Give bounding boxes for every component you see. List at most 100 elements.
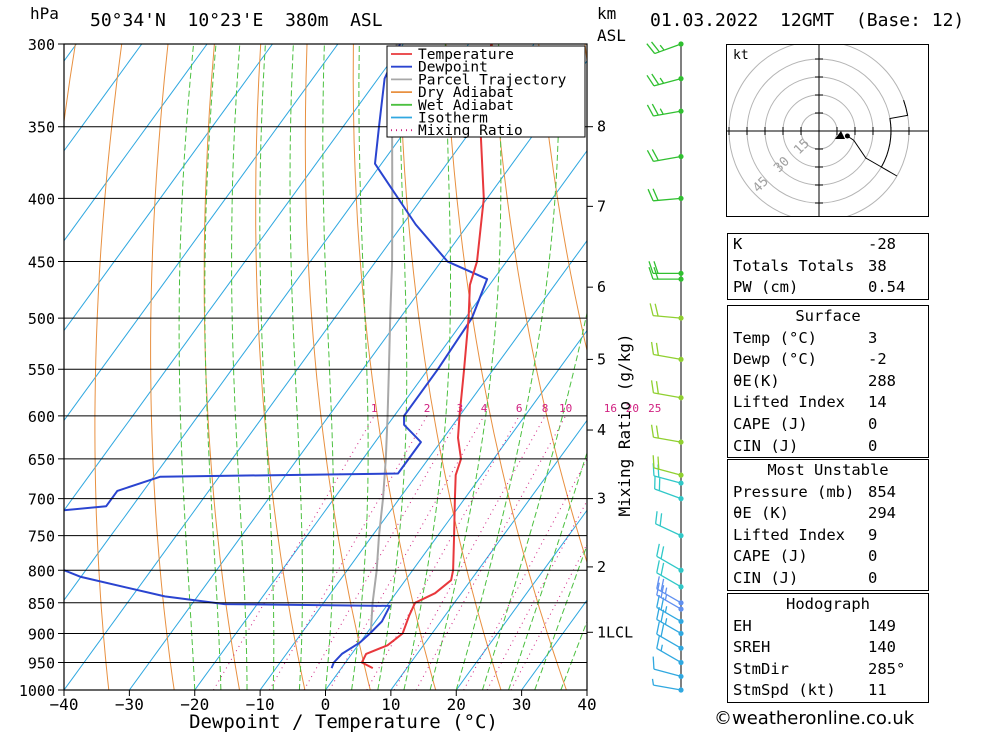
wind-barb xyxy=(648,266,684,282)
pressure-tick-label: 900 xyxy=(28,625,55,643)
isotherm-line xyxy=(128,60,587,690)
wet-adiabat-line xyxy=(351,44,369,690)
x-tick-label: 20 xyxy=(447,695,466,714)
mixing-ratio-label: 1 xyxy=(371,402,378,415)
pressure-tick-label: 300 xyxy=(28,36,55,54)
info-value: 0 xyxy=(868,568,878,587)
wind-barb xyxy=(656,543,684,573)
temperature-profile-line xyxy=(360,44,493,669)
credit-link[interactable]: ©weatheronline.co.uk xyxy=(714,708,915,729)
x-tick-label: −40 xyxy=(50,695,79,714)
wind-barb xyxy=(648,261,684,276)
plot-frame xyxy=(63,43,588,691)
wind-barb xyxy=(652,656,684,680)
info-value: 0.54 xyxy=(868,278,906,297)
isotherm-line xyxy=(64,44,339,422)
wind-barb xyxy=(650,341,684,362)
info-value: -28 xyxy=(868,235,896,253)
info-row: Temp (°C) 3 xyxy=(728,328,928,350)
info-value: 11 xyxy=(868,681,887,700)
wet-adiabat-line xyxy=(377,44,408,690)
surface-title: Surface xyxy=(795,307,861,325)
pressure-tick-label: 750 xyxy=(28,528,55,546)
x-tick-label: −10 xyxy=(246,695,275,714)
wind-barbs xyxy=(646,41,684,693)
wet-adiabat-line xyxy=(429,44,502,690)
info-row: K -28 xyxy=(728,234,928,256)
wet-adiabat-line xyxy=(534,543,587,690)
legend-box xyxy=(386,45,586,138)
info-label: CIN (J) xyxy=(733,436,799,455)
wind-barb xyxy=(646,73,684,87)
info-label: Lifted Index xyxy=(733,393,845,412)
datetime-title: 01.03.2022 12GMT (Base: 12) xyxy=(650,10,965,31)
legend-item: Mixing Ratio xyxy=(418,123,523,139)
dry-adiabat-line xyxy=(399,44,502,690)
info-label: CAPE (J) xyxy=(733,547,808,566)
info-label: StmDir xyxy=(733,659,789,678)
info-row: CIN (J) 0 xyxy=(728,436,928,458)
mixing-ratio-label: 2 xyxy=(424,402,431,415)
legend-item: Parcel Trajectory xyxy=(418,72,567,88)
info-row: StmSpd (kt) 11 xyxy=(728,680,928,702)
pressure-tick-label: 700 xyxy=(28,491,55,509)
wind-barb xyxy=(654,511,684,539)
info-label: SREH xyxy=(733,638,771,657)
wind-barb xyxy=(647,188,684,202)
x-axis-title: Dewpoint / Temperature (°C) xyxy=(189,711,498,733)
info-label: Totals Totals xyxy=(733,256,855,275)
km-tick-label: 4 xyxy=(597,421,606,439)
dry-adiabat-line xyxy=(352,44,437,690)
info-value: 9 xyxy=(868,525,878,544)
dry-adiabat-line xyxy=(491,44,587,564)
pressure-tick-label: 500 xyxy=(28,310,55,328)
info-label: CAPE (J) xyxy=(733,414,808,433)
mixing-ratio-axis-title: Mixing Ratio (g/kg) xyxy=(615,333,634,516)
info-value: 14 xyxy=(868,393,887,412)
info-row: CAPE (J) 0 xyxy=(728,414,928,436)
isotherm-line xyxy=(64,44,208,242)
pressure-tick-label: 600 xyxy=(28,408,55,426)
legend-item: Isotherm xyxy=(418,111,488,127)
wind-barb xyxy=(656,594,684,625)
pressure-tick-label: 800 xyxy=(28,562,55,580)
info-row: EH 149 xyxy=(728,616,928,638)
legend-item: Wet Adiabat xyxy=(418,98,514,114)
info-value: 0 xyxy=(868,414,878,433)
indices-box: K -28 Totals Totals 38 PW (cm) 0.54 xyxy=(727,233,929,300)
most-unstable-title: Most Unstable xyxy=(767,461,889,479)
wet-adiabat-line xyxy=(259,44,275,690)
info-label: Pressure (mb) xyxy=(733,482,855,501)
info-value: -2 xyxy=(868,350,887,369)
info-row: Dewp (°C) -2 xyxy=(728,349,928,371)
wet-adiabat-line xyxy=(178,44,196,690)
wind-barb xyxy=(650,424,684,445)
mixing-ratio-line xyxy=(486,499,587,690)
wind-barb xyxy=(656,576,684,606)
isotherm-line xyxy=(0,44,11,690)
info-label: Dewp (°C) xyxy=(733,350,817,369)
isotherm-line xyxy=(521,599,587,690)
info-label: CIN (J) xyxy=(733,568,799,587)
wind-barb xyxy=(650,380,684,401)
x-tick-label: 10 xyxy=(381,695,400,714)
surface-box: Surface Temp (°C) 3 Dewp (°C) -2 θE(K) 288 Lif… xyxy=(727,305,929,459)
info-value: 140 xyxy=(868,638,896,657)
info-row: Pressure (mb) 854 xyxy=(728,482,928,504)
wind-barb xyxy=(652,455,684,478)
mixing-ratio-line xyxy=(303,415,461,690)
mixing-ratio-label: 3 xyxy=(457,402,464,415)
pressure-tick-label: 400 xyxy=(28,190,55,208)
legend-item: Temperature xyxy=(418,47,514,63)
pressure-tick-label: 950 xyxy=(28,654,55,672)
hodograph-ring-label: 15 xyxy=(791,136,813,158)
info-row: CAPE (J) 0 xyxy=(728,546,928,568)
mixing-ratio-label: 4 xyxy=(481,402,488,415)
isotherm-line xyxy=(259,239,587,690)
isotherm-line xyxy=(325,329,587,690)
wet-adiabat-line xyxy=(322,44,335,690)
km-tick-label: 6 xyxy=(597,278,606,296)
pressure-tick-label: 350 xyxy=(28,119,55,137)
